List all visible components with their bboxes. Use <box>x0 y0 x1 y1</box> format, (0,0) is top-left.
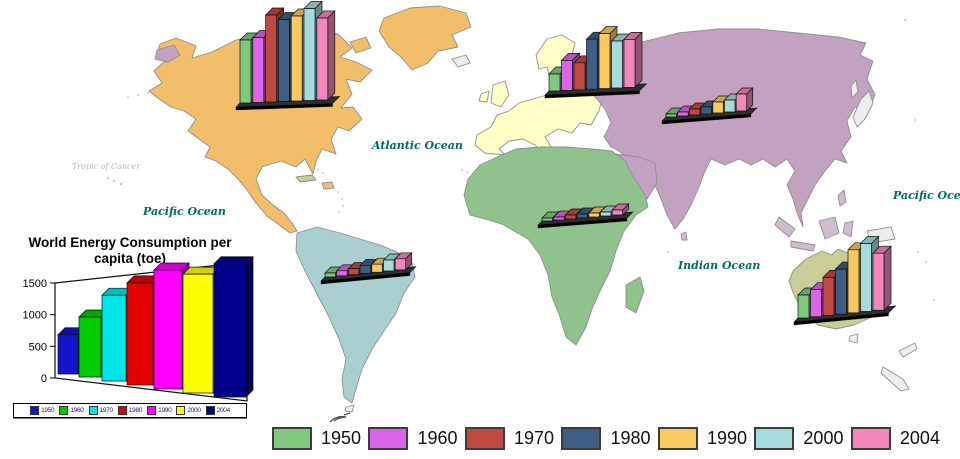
inset-ytick-0: 0 <box>41 373 47 385</box>
inset-chart-legend: 1950 1960 1970 1980 1990 2000 2004 <box>13 403 247 418</box>
inset-legend-swatch-1970 <box>88 406 98 415</box>
island-iceland <box>451 54 471 68</box>
island-ireland <box>478 90 490 103</box>
landmass-chukotka <box>154 44 181 63</box>
island-sakhalin <box>850 79 859 99</box>
island-tierra-del-fuego <box>344 404 355 413</box>
island-java <box>790 240 816 252</box>
label-pacific-ocean-west: Pacific Ocean <box>143 205 226 218</box>
inset-legend-year-1980: 1980 <box>128 407 143 414</box>
inset-legend-swatch-1990 <box>147 406 157 415</box>
inset-legend-swatch-1980 <box>117 406 127 415</box>
inset-chart-title: World Energy Consumption per capita (toe… <box>6 235 254 266</box>
inset-legend-item-1960: 1960 <box>59 406 84 415</box>
island-great-britain <box>490 80 510 108</box>
year-legend: 1950 1960 1970 1980 1990 2000 2004 <box>272 421 940 455</box>
inset-legend-year-2000: 2000 <box>187 407 201 414</box>
island-philippines <box>837 189 847 207</box>
legend-item-1950: 1950 <box>272 426 362 450</box>
inset-ytick-1500: 1500 <box>23 278 47 290</box>
legend-swatch-1970 <box>464 426 505 450</box>
inset-legend-swatch-2004 <box>205 406 215 415</box>
landmass-europe <box>474 80 604 157</box>
inset-legend-swatch-2000 <box>176 406 186 415</box>
inset-ytick-500: 500 <box>29 341 47 353</box>
legend-year-1990: 1990 <box>706 427 747 448</box>
island-sumatra <box>774 216 796 238</box>
legend-item-2004: 2004 <box>850 426 940 450</box>
inset-legend-item-2004: 2004 <box>205 406 231 415</box>
bar-chart-south-america <box>320 251 417 285</box>
island-sulawesi <box>842 220 854 238</box>
legend-year-1970: 1970 <box>513 427 555 448</box>
inset-legend-year-1950: 1950 <box>41 407 55 414</box>
label-indian-ocean: Indian Ocean <box>678 259 761 272</box>
inset-legend-swatch-1950 <box>30 406 40 415</box>
bar-chart-australia <box>793 235 897 326</box>
inset-legend-year-1970: 1970 <box>99 407 114 414</box>
island-cuba <box>295 174 317 183</box>
inset-legend-swatch-1960 <box>59 406 69 415</box>
inset-legend-item-1980: 1980 <box>117 406 143 415</box>
bar-chart-north-america <box>235 0 341 111</box>
legend-year-1980: 1980 <box>610 427 651 448</box>
legend-year-1960: 1960 <box>417 427 458 448</box>
inset-legend-year-2004: 2004 <box>216 407 231 414</box>
island-japan <box>852 90 874 128</box>
island-new-zealand-south <box>880 366 910 392</box>
legend-year-2004: 2004 <box>899 427 940 448</box>
legend-item-1990: 1990 <box>657 426 747 450</box>
inset-legend-item-2000: 2000 <box>176 406 201 415</box>
island-hispaniola <box>321 181 335 190</box>
island-baffin <box>349 36 372 54</box>
legend-item-1970: 1970 <box>464 426 555 450</box>
island-new-zealand-north <box>898 342 918 358</box>
landmass-africa <box>463 146 649 346</box>
bar-chart-asia <box>661 87 758 125</box>
inset-legend-item-1950: 1950 <box>30 406 55 415</box>
small-islands <box>106 18 935 301</box>
island-madagascar <box>625 276 645 314</box>
island-borneo <box>818 216 840 240</box>
legend-swatch-1990 <box>657 426 698 450</box>
bar-chart-africa <box>537 203 634 229</box>
island-sri-lanka <box>680 231 688 241</box>
legend-year-1950: 1950 <box>321 427 362 448</box>
legend-swatch-1980 <box>561 426 602 450</box>
label-pacific-ocean-east: Pacific Ocean <box>893 189 960 202</box>
legend-swatch-2004 <box>850 426 891 450</box>
inset-legend-item-1990: 1990 <box>147 406 172 415</box>
bar-chart-europe <box>544 25 648 99</box>
map-artifact-squiggle <box>329 412 351 423</box>
island-tasmania <box>848 333 859 344</box>
inset-legend-item-1970: 1970 <box>88 406 114 415</box>
inset-chart-title-line1: World Energy Consumption per <box>28 235 232 250</box>
label-atlantic-ocean: Atlantic Ocean <box>372 139 463 152</box>
legend-item-2000: 2000 <box>754 426 844 450</box>
inset-ytick-1000: 1000 <box>23 310 47 322</box>
legend-swatch-2000 <box>754 426 795 450</box>
legend-item-1960: 1960 <box>368 426 458 450</box>
label-tropic-of-cancer: Tropic of Cancer <box>72 162 141 171</box>
inset-legend-year-1990: 1990 <box>158 407 172 414</box>
world-inset-bar-chart: 0 500 1000 1500 <box>23 255 254 402</box>
legend-swatch-1960 <box>368 426 409 450</box>
legend-item-1980: 1980 <box>561 426 651 450</box>
inset-chart-title-line2: capita (toe) <box>93 250 166 266</box>
inset-legend-year-1960: 1960 <box>70 407 84 414</box>
landmass-greenland <box>378 5 472 71</box>
legend-year-2000: 2000 <box>803 427 844 448</box>
legend-swatch-1950 <box>272 426 312 450</box>
